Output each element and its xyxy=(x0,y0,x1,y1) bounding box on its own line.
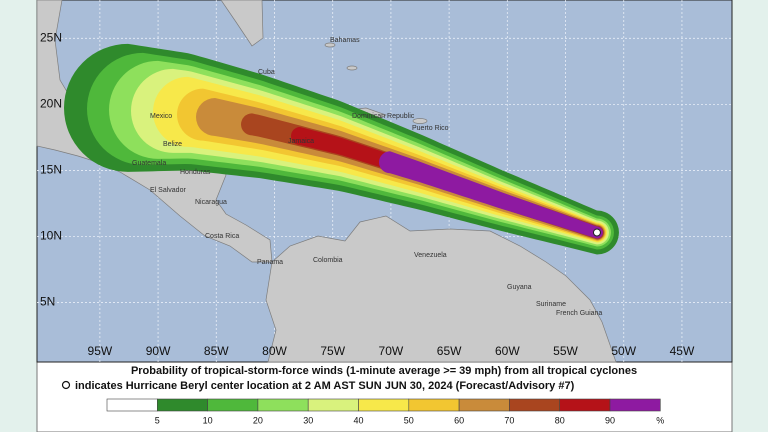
lat-label: 5N xyxy=(40,295,55,309)
place-label: Bahamas xyxy=(330,37,360,44)
legend-label: 80 xyxy=(555,415,565,425)
legend-unit: % xyxy=(656,415,664,425)
legend-label: 10 xyxy=(203,415,213,425)
legend-label: 40 xyxy=(353,415,363,425)
place-label: El Salvador xyxy=(150,187,186,194)
legend-swatch xyxy=(458,398,510,412)
place-label: Dominican Republic xyxy=(352,113,415,120)
legend-swatch xyxy=(358,398,410,412)
swath-band xyxy=(379,151,603,239)
place-label: Costa Rica xyxy=(205,233,239,240)
axis-labels: 25N 20N 15N 10N 5N 95W 90W 85W 80W 75W 70W 65W 60W 55… xyxy=(40,30,695,358)
legend-swatch xyxy=(106,398,158,412)
place-label: Colombia xyxy=(313,257,343,264)
lat-label: 20N xyxy=(40,97,62,111)
lon-label: 90W xyxy=(146,344,171,358)
place-label: Belize xyxy=(163,141,182,148)
land-mass xyxy=(324,42,336,48)
legend-swatch xyxy=(509,398,560,412)
legend-label: 50 xyxy=(404,415,414,425)
legend-swatch xyxy=(609,398,661,412)
legend-label: 5 xyxy=(155,415,160,425)
lon-label: 75W xyxy=(320,344,345,358)
storm-center xyxy=(592,228,601,237)
place-label: Honduras xyxy=(180,169,211,176)
land-mass xyxy=(412,118,428,124)
legend-label: 70 xyxy=(504,415,514,425)
legend-label: 60 xyxy=(454,415,464,425)
legend-swatch xyxy=(559,398,611,412)
place-labels: Bahamas Cuba Mexico Belize Jamaica Domin… xyxy=(132,37,602,317)
lon-label: 95W xyxy=(88,344,113,358)
legend-swatch xyxy=(157,398,208,412)
place-label: Mexico xyxy=(150,113,172,120)
lon-label: 45W xyxy=(670,344,695,358)
place-label: Suriname xyxy=(536,301,566,308)
place-label: Guyana xyxy=(507,284,532,291)
place-label: Guatemala xyxy=(132,160,166,167)
legend-swatch xyxy=(257,398,309,412)
place-label: Jamaica xyxy=(288,138,314,145)
caption: indicates Hurricane Beryl center locatio… xyxy=(75,380,575,392)
lat-label: 25N xyxy=(40,30,62,44)
lon-label: 60W xyxy=(495,344,520,358)
place-label: French Guiana xyxy=(556,310,602,317)
caption-icon xyxy=(61,380,71,390)
land-mass xyxy=(346,65,358,71)
place-label: Nicaragua xyxy=(195,199,227,206)
legend-swatch xyxy=(207,398,259,412)
lat-label: 10N xyxy=(40,229,62,243)
place-label: Panama xyxy=(257,259,283,266)
lon-label: 55W xyxy=(553,344,578,358)
place-label: Cuba xyxy=(258,69,275,76)
probability-swath xyxy=(64,43,619,255)
lon-label: 65W xyxy=(437,344,462,358)
legend-swatch xyxy=(408,398,460,412)
land-mass xyxy=(220,0,264,47)
legend-label: 90 xyxy=(605,415,615,425)
lon-label: 70W xyxy=(379,344,404,358)
caption: Probability of tropical-storm-force wind… xyxy=(131,365,637,377)
legend-label: 20 xyxy=(253,415,263,425)
lon-label: 50W xyxy=(611,344,636,358)
place-label: Venezuela xyxy=(414,252,447,259)
place-label: Puerto Rico xyxy=(412,125,449,132)
lon-label: 80W xyxy=(262,344,287,358)
legend-label: 30 xyxy=(303,415,313,425)
land-mass xyxy=(265,215,617,363)
lat-label: 15N xyxy=(40,163,62,177)
legend: 5 10 20 30 40 50 60 70 80 90% xyxy=(106,398,664,425)
lon-label: 85W xyxy=(204,344,229,358)
legend-swatch xyxy=(307,398,359,412)
